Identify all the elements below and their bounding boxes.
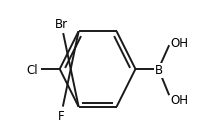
- Text: B: B: [154, 64, 163, 77]
- Text: Cl: Cl: [26, 64, 38, 77]
- Text: OH: OH: [171, 37, 189, 50]
- Text: F: F: [58, 110, 64, 123]
- Text: OH: OH: [171, 94, 189, 107]
- Text: Br: Br: [55, 18, 68, 31]
